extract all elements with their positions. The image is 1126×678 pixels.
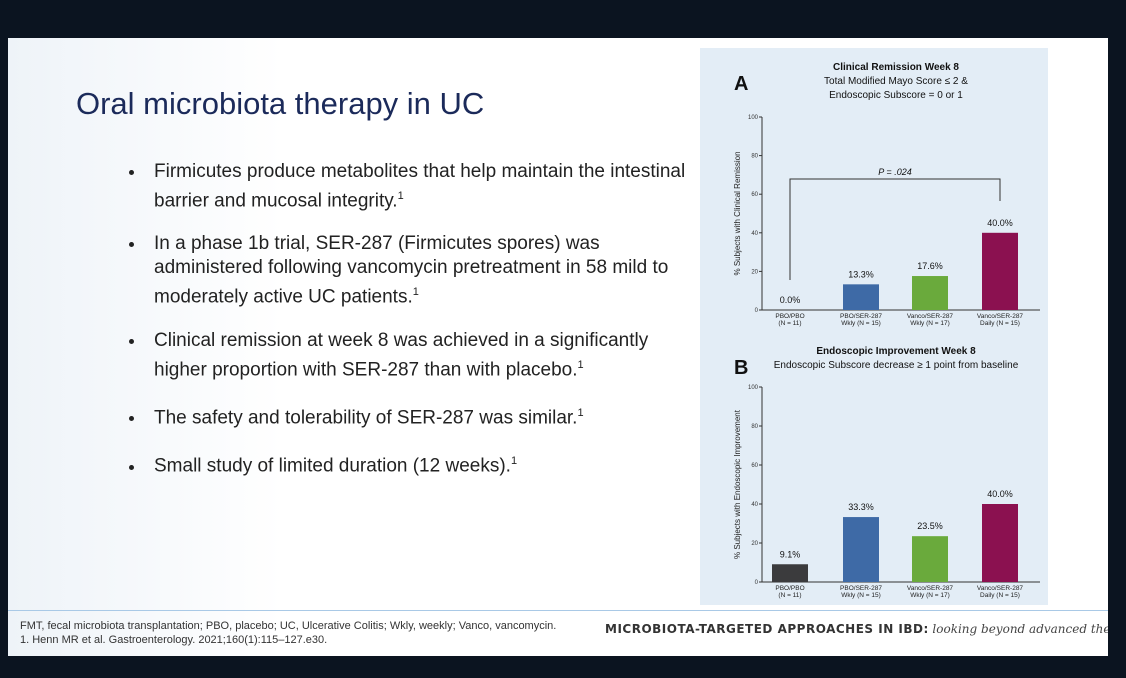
value-label: 40.0% (987, 218, 1013, 228)
chart-title: Endoscopic Improvement Week 8 (816, 346, 976, 357)
bar (843, 517, 879, 582)
bullet: Clinical remission at week 8 was achieve… (146, 329, 706, 382)
x-tick-note: Daily (N = 15) (980, 320, 1020, 327)
banner-italic: looking beyond advanced therapies (932, 622, 1108, 636)
bar (912, 276, 948, 310)
y-axis-label: % Subjects with Clinical Remission (733, 151, 742, 275)
bullet: Firmicutes produce metabolites that help… (146, 160, 706, 213)
footer: FMT, fecal microbiota transplantation; P… (8, 610, 1108, 656)
slide: Oral microbiota therapy in UC Firmicutes… (8, 38, 1108, 656)
x-tick-label: PBO/PBO (775, 313, 804, 320)
y-axis-label: % Subjects with Endoscopic Improvement (733, 409, 742, 559)
y-tick-label: 20 (751, 541, 758, 547)
panel-letter: A (734, 73, 748, 95)
p-value: P = .024 (878, 167, 911, 177)
bullet: The safety and tolerability of SER-287 w… (146, 401, 706, 430)
y-tick-label: 100 (748, 115, 759, 121)
chart-subtitle: Endoscopic Subscore decrease ≥ 1 point f… (774, 360, 1019, 371)
x-tick-label: PBO/SER-287 (840, 313, 882, 320)
y-tick-label: 40 (751, 231, 758, 237)
bar (843, 284, 879, 310)
reference: 1 (510, 455, 518, 468)
x-tick-label: Vanco/SER-287 (977, 585, 1024, 592)
bar (982, 232, 1018, 310)
x-tick-note: (N = 11) (778, 592, 801, 599)
y-tick-label: 100 (748, 385, 759, 391)
value-label: 0.0% (780, 295, 801, 305)
y-tick-label: 20 (751, 269, 758, 275)
value-label: 33.3% (848, 502, 874, 512)
bar (982, 504, 1018, 582)
value-label: 17.6% (917, 261, 943, 271)
reference: 1 (577, 358, 584, 371)
x-tick-label: Vanco/SER-287 (907, 585, 954, 592)
y-tick-label: 0 (755, 308, 759, 314)
significance-bracket (789, 178, 1001, 280)
banner: MICROBIOTA-TARGETED APPROACHES IN IBD: l… (605, 621, 1108, 636)
x-tick-label: Vanco/SER-287 (977, 313, 1024, 320)
bullet: Small study of limited duration (12 week… (146, 449, 706, 478)
charts: A Clinical Remission Week 8 Total Modified… (733, 62, 1040, 599)
x-tick-note: Wkly (N = 15) (841, 592, 881, 599)
chart-subtitle: Total Modified Mayo Score ≤ 2 & (824, 76, 968, 87)
y-tick-label: 0 (755, 580, 759, 586)
x-tick-note: Wkly (N = 17) (910, 320, 950, 327)
footnote: FMT, fecal microbiota transplantation; P… (20, 620, 557, 632)
y-tick-label: 80 (751, 154, 758, 160)
x-tick-note: Wkly (N = 17) (910, 592, 950, 599)
y-tick-label: 60 (751, 192, 758, 198)
bar (912, 536, 948, 582)
bullet-text: The safety and tolerability of SER-287 w… (154, 407, 578, 429)
banner-bold: MICROBIOTA-TARGETED APPROACHES IN IBD: (605, 622, 929, 636)
y-tick-label: 80 (751, 424, 758, 430)
value-label: 13.3% (848, 269, 874, 279)
x-tick-label: PBO/PBO (775, 585, 804, 592)
bullet-list: Firmicutes produce metabolites that help… (126, 160, 706, 498)
reference: 1 (412, 286, 419, 299)
bar (772, 564, 808, 582)
x-tick-label: PBO/SER-287 (840, 585, 882, 592)
reference: 1 (397, 190, 404, 202)
chart-panel: A Clinical Remission Week 8 Total Modified… (700, 48, 1048, 605)
chart-title: Clinical Remission Week 8 (833, 62, 959, 73)
bullet-text: Clinical remission at week 8 was achieve… (154, 329, 649, 380)
value-label: 40.0% (987, 489, 1013, 499)
y-tick-label: 60 (751, 463, 758, 469)
bullet-text: Small study of limited duration (12 week… (154, 455, 511, 477)
value-label: 9.1% (780, 549, 801, 559)
footnote: 1. Henn MR et al. Gastroenterology. 2021… (20, 634, 328, 646)
chart-subtitle: Endoscopic Subscore = 0 or 1 (829, 90, 963, 101)
bullet-text: In a phase 1b trial, SER-287 (Firmicutes… (154, 233, 669, 308)
x-tick-note: (N = 11) (778, 320, 801, 327)
reference: 1 (577, 406, 584, 419)
bullet-text: Firmicutes produce metabolites that help… (154, 161, 686, 212)
x-tick-label: Vanco/SER-287 (907, 313, 954, 320)
y-tick-label: 40 (751, 502, 758, 508)
value-label: 23.5% (917, 521, 943, 531)
bullet: In a phase 1b trial, SER-287 (Firmicutes… (146, 232, 706, 309)
x-tick-note: Wkly (N = 15) (841, 320, 881, 327)
panel-letter: B (734, 357, 748, 379)
slide-title: Oral microbiota therapy in UC (76, 86, 485, 121)
x-tick-note: Daily (N = 15) (980, 592, 1020, 599)
